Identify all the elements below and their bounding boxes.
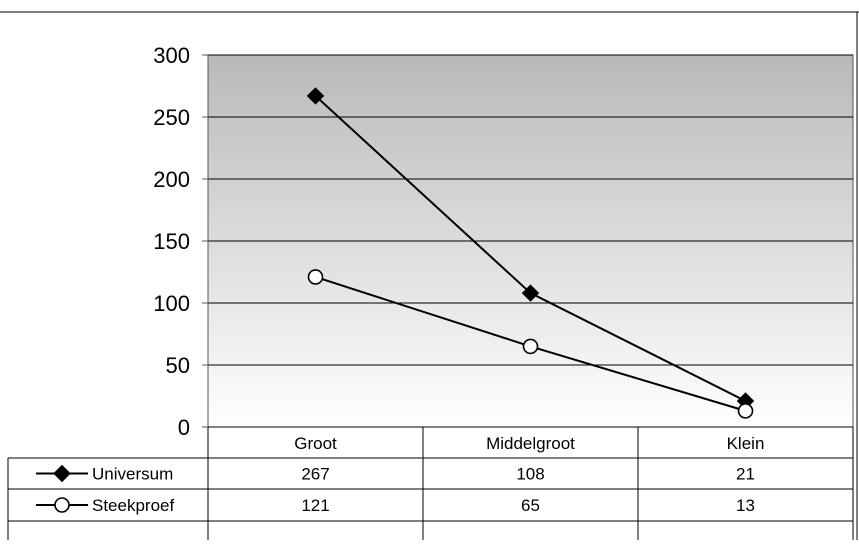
data-point — [737, 403, 754, 419]
table-cell-value: 13 — [736, 496, 755, 515]
grid-lines — [208, 54, 853, 366]
table-cell-value: 21 — [736, 465, 755, 484]
y-tick-label: 300 — [153, 43, 190, 68]
data-table: Groot Middelgroot Klein Universum 267 108 21 St… — [7, 426, 854, 540]
table-cell-value: 267 — [301, 465, 329, 484]
data-point — [307, 269, 324, 285]
legend-key-marker — [53, 464, 71, 483]
table-cell-value: 65 — [521, 496, 540, 515]
table-cell-value: 121 — [301, 496, 329, 515]
data-point — [521, 284, 540, 302]
y-tick-label: 250 — [153, 105, 190, 130]
data-point — [522, 338, 539, 355]
x-category-label: Klein — [727, 434, 765, 453]
series-layer — [306, 87, 755, 419]
x-category-label: Middelgroot — [486, 434, 575, 453]
data-point — [306, 87, 325, 105]
table-cell-value: 108 — [516, 465, 544, 484]
y-tick-label: 0 — [178, 415, 190, 440]
legend-label: Steekproef — [92, 496, 174, 515]
y-tick-label: 200 — [153, 167, 190, 192]
legend-label: Universum — [92, 465, 173, 484]
legend-key-marker — [54, 497, 70, 513]
y-axis: 0 50 100 150 200 250 300 — [153, 43, 209, 440]
y-tick-label: 100 — [153, 291, 190, 316]
y-tick-label: 150 — [153, 229, 190, 254]
x-category-label: Groot — [294, 434, 337, 453]
y-tick-label: 50 — [166, 353, 190, 378]
